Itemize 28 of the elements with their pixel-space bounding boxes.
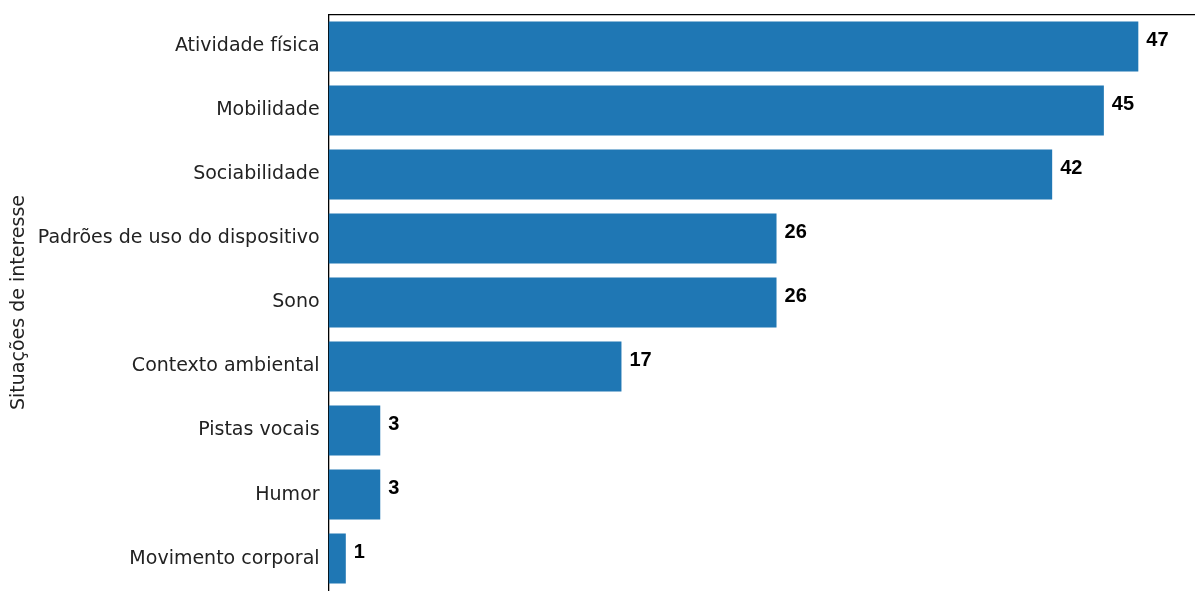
bar	[328, 341, 622, 392]
data-label: 47	[1146, 27, 1169, 50]
data-label: 26	[784, 284, 807, 307]
bar	[328, 405, 381, 456]
data-label: 1	[353, 540, 365, 563]
y-tick-label: Movimento corporal	[129, 545, 320, 568]
data-label: 45	[1111, 91, 1135, 114]
data-label: 17	[629, 348, 652, 371]
data-label: 3	[388, 412, 400, 435]
y-tick-label: Atividade física	[174, 33, 320, 56]
bar	[328, 21, 1139, 72]
bar	[328, 277, 777, 328]
data-label: 42	[1060, 155, 1083, 178]
y-tick-label: Sono	[272, 289, 320, 312]
data-label: 26	[784, 219, 807, 242]
y-axis-title: Situações de interesse	[6, 195, 29, 410]
data-label: 3	[388, 476, 400, 499]
bar	[328, 469, 381, 520]
bar	[328, 85, 1104, 136]
y-tick-label: Pistas vocais	[198, 417, 320, 440]
bar	[328, 149, 1053, 200]
y-tick-label: Humor	[255, 481, 320, 504]
y-tick-label: Mobilidade	[216, 97, 320, 120]
y-tick-label: Sociabilidade	[193, 161, 320, 184]
bar	[328, 213, 777, 264]
bar	[328, 533, 346, 584]
y-tick-label: Padrões de uso do dispositivo	[37, 225, 320, 248]
y-tick-label: Contexto ambiental	[131, 353, 320, 376]
